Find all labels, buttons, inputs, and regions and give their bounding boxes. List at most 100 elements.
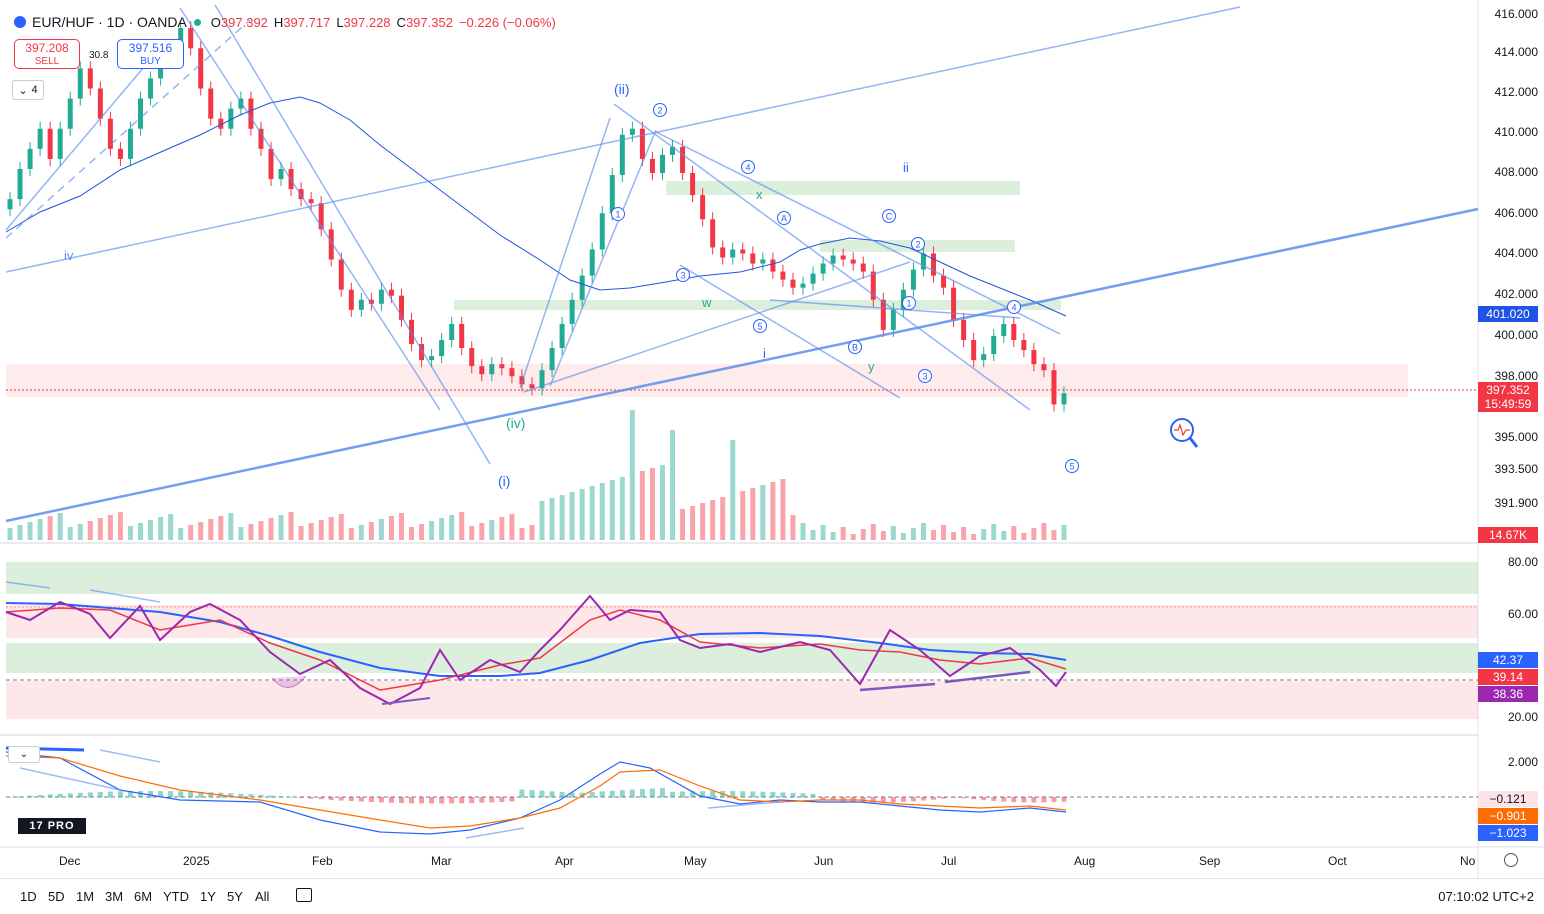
volume-bar <box>87 521 93 540</box>
pane-collapse-toggle[interactable]: ⌄ <box>8 746 40 763</box>
candle <box>680 139 686 181</box>
trend-lines <box>5 4 1241 465</box>
rsi-signal-line <box>5 602 1067 677</box>
candle <box>499 357 505 376</box>
volume-bar <box>168 514 174 540</box>
price-axis-label: 395.000 <box>1494 430 1538 444</box>
candle <box>860 256 866 279</box>
volume-bar <box>479 523 485 540</box>
clock-timezone[interactable]: 07:10:02 UTC+2 <box>1438 889 1534 904</box>
rsi-ma-line <box>5 607 1067 691</box>
candle <box>780 264 786 287</box>
gear-icon[interactable] <box>1504 853 1518 867</box>
range-button-all[interactable]: All <box>255 889 270 904</box>
candle <box>1061 386 1067 412</box>
volume-bar <box>67 527 73 540</box>
symbol-title[interactable]: EUR/HUF · 1D · OANDA <box>32 14 187 30</box>
macd-bar <box>619 790 625 798</box>
volume-bar <box>469 526 475 540</box>
range-button-ytd[interactable]: YTD <box>163 889 189 904</box>
volume-bar <box>569 492 575 540</box>
buy-button[interactable]: 397.516 BUY <box>117 39 184 69</box>
candle <box>710 212 716 255</box>
volume-bar <box>278 515 284 540</box>
candle <box>941 268 947 295</box>
volume-bar <box>338 514 344 540</box>
macd-bar <box>378 797 384 803</box>
candle <box>830 248 836 271</box>
sell-label: SELL <box>34 56 60 67</box>
indicator-legend-toggle[interactable]: ⌄ 4 <box>12 80 44 100</box>
macd-bar <box>87 792 93 798</box>
range-button-1y[interactable]: 1Y <box>200 889 216 904</box>
zoom-search-icon[interactable] <box>1170 418 1199 448</box>
macd-bar <box>459 797 465 804</box>
last-price: 397.352 <box>1486 383 1530 397</box>
volume-bar <box>238 527 244 540</box>
macd-bar <box>569 792 575 798</box>
macd-bar <box>559 791 565 798</box>
macd-bar <box>951 797 957 798</box>
volume-bar <box>509 514 515 540</box>
volume-bar <box>840 527 846 540</box>
macd-bar <box>208 792 214 798</box>
buy-label: BUY <box>140 56 161 67</box>
wave-circle-text: B <box>852 343 858 353</box>
brand-label: PRO <box>47 820 75 832</box>
volume-bar <box>619 477 625 540</box>
candle <box>469 341 475 374</box>
candle <box>117 141 123 166</box>
wave-circle-n3: 3 <box>676 268 690 282</box>
macd-bar <box>830 797 836 801</box>
range-button-6m[interactable]: 6M <box>134 889 153 904</box>
candle <box>910 262 916 297</box>
volume-bar <box>750 488 756 540</box>
price-axis-label: 400.000 <box>1494 328 1538 342</box>
volume-bar <box>308 523 314 540</box>
volume-bar <box>870 524 876 540</box>
price-axis-label: 410.000 <box>1494 125 1538 139</box>
range-button-5d[interactable]: 5D <box>48 889 65 904</box>
volume-bar <box>439 518 445 540</box>
tradingview-logo[interactable]: 17 PRO <box>18 818 86 834</box>
volume-bar <box>328 517 334 540</box>
price-axis-label: 398.000 <box>1494 369 1538 383</box>
macd-bar <box>158 791 164 798</box>
macd-bar <box>137 791 143 798</box>
range-button-1d[interactable]: 1D <box>20 889 37 904</box>
volume-bar <box>218 516 224 540</box>
macd-bar <box>770 792 776 798</box>
wave-label-iv: iv <box>64 248 74 263</box>
candle <box>17 161 23 207</box>
macd-bar <box>77 792 83 798</box>
macd-bar <box>690 791 696 798</box>
volume-bar <box>449 515 455 540</box>
main-trendline <box>5 207 1479 523</box>
macd-bar <box>188 791 194 798</box>
volume-bar <box>680 509 686 540</box>
volume-bar <box>27 522 33 540</box>
rsi-axis-label: 80.00 <box>1507 555 1538 569</box>
candle <box>619 127 625 183</box>
macd-bar <box>27 795 33 798</box>
macd-bar <box>489 797 495 803</box>
macd-bar <box>318 797 324 800</box>
volume-bar <box>951 532 957 540</box>
macd-bar <box>750 791 756 798</box>
range-button-5y[interactable]: 5Y <box>227 889 243 904</box>
candle <box>419 336 425 368</box>
macd-bar <box>1051 797 1057 803</box>
candle <box>148 71 154 106</box>
calendar-icon[interactable] <box>296 888 312 902</box>
wave-label-i: i <box>763 346 766 361</box>
candle <box>820 256 826 281</box>
wave-circle-text: 3 <box>922 372 927 382</box>
volume-bar <box>388 516 394 540</box>
macd-bar <box>599 791 605 798</box>
macd-bar <box>278 796 284 798</box>
range-button-1m[interactable]: 1M <box>76 889 95 904</box>
candle <box>398 288 404 327</box>
sell-button[interactable]: 397.208 SELL <box>14 39 80 69</box>
range-button-3m[interactable]: 3M <box>105 889 124 904</box>
